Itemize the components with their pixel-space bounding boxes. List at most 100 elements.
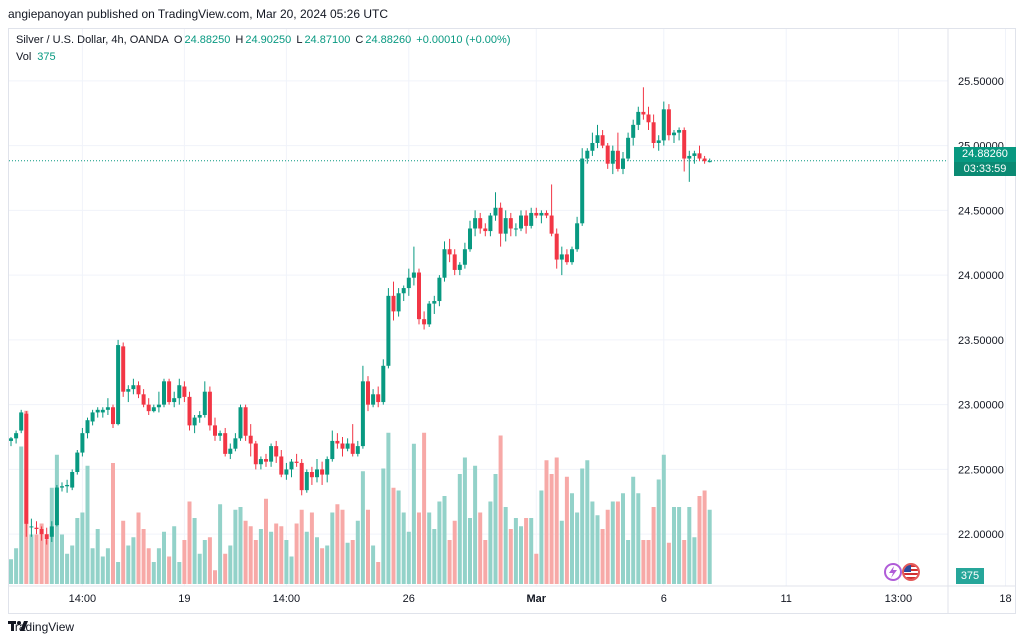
candle-body (264, 459, 268, 462)
volume-bar (524, 518, 529, 584)
candle-body (554, 233, 559, 260)
volume-tag: 375 (956, 568, 984, 584)
volume-bar (14, 548, 19, 584)
candle-body (656, 140, 661, 143)
countdown-tag: 03:33:59 (954, 162, 1016, 176)
symbol-name[interactable]: Silver / U.S. Dollar, 4h, OANDA (16, 34, 169, 46)
candle-body (529, 212, 534, 226)
volume-bar (243, 520, 248, 584)
volume-bar (350, 540, 355, 584)
candle-body (585, 150, 590, 159)
candle-body (116, 345, 121, 425)
open-value: 24.88250 (184, 34, 231, 46)
candle-body (406, 277, 411, 289)
candle-body (350, 443, 355, 454)
candle-body (121, 346, 126, 392)
volume-bar (564, 476, 569, 584)
volume-bar (279, 526, 284, 584)
candle-body (105, 407, 110, 410)
candle-body (386, 295, 391, 366)
lightning-icon[interactable] (884, 563, 902, 581)
candle-body (707, 161, 712, 163)
candle-body (156, 404, 161, 408)
volume-bar (554, 457, 559, 584)
volume-bar (202, 540, 207, 584)
volume-bar (126, 545, 131, 584)
volume-bar (570, 493, 574, 584)
candle-body (452, 254, 457, 270)
volume-bar (529, 518, 534, 584)
candle-body (376, 394, 381, 403)
volume-bar (182, 540, 187, 584)
volume-bar (192, 518, 197, 584)
candle-body (9, 438, 13, 441)
candle-body (29, 526, 34, 528)
volume-bar (621, 493, 625, 584)
candle-body (65, 484, 70, 487)
y-tick-label: 25.50000 (958, 76, 1004, 88)
volume-bar (697, 496, 702, 584)
candle-body (182, 386, 187, 397)
volume-bar (248, 526, 253, 584)
volume-bar (131, 537, 136, 584)
candle-body (100, 409, 105, 413)
candle-body (559, 254, 564, 260)
volume-bar (105, 548, 110, 584)
volume-bar (519, 526, 523, 584)
candle-body (615, 150, 620, 169)
y-tick-label: 23.50000 (958, 335, 1004, 347)
publish-header: angiepanoyan published on TradingView.co… (0, 0, 1024, 28)
volume-bar (508, 529, 513, 584)
candle-body (320, 469, 325, 475)
volume-bar (411, 443, 416, 584)
volume-bar (162, 531, 166, 584)
open-label: O (173, 34, 183, 46)
candle-body (508, 218, 513, 229)
volume-bar (656, 479, 661, 584)
volume-bar (90, 548, 95, 584)
volume-bar (85, 465, 90, 584)
volume-bar (615, 501, 620, 584)
candle-body (345, 443, 350, 449)
volume-bar (167, 556, 172, 584)
candle-body (279, 456, 284, 475)
volume-bar (595, 515, 600, 584)
candle-body (172, 398, 177, 403)
volume-bar (473, 465, 478, 584)
candle-body (95, 409, 100, 413)
candle-body (513, 228, 518, 230)
volume-bar (575, 512, 580, 584)
volume-bar (513, 518, 518, 584)
candle-body (621, 158, 625, 169)
volume-bar (116, 562, 121, 584)
volume-bar (80, 512, 85, 584)
us-flag-icon[interactable] (902, 563, 920, 581)
candle-body (401, 288, 406, 294)
volume-bar (136, 512, 141, 584)
volume-bar (218, 504, 223, 584)
y-tick-label: 22.00000 (958, 529, 1004, 541)
candle-body (299, 462, 304, 491)
volume-label[interactable]: Vol (16, 51, 32, 63)
volume-bar (376, 562, 381, 584)
candle-body (366, 381, 370, 405)
x-tick-label: 13:00 (885, 593, 913, 605)
candle-body (233, 438, 238, 449)
volume-bar (233, 509, 238, 584)
volume-bar (498, 435, 503, 584)
volume-bar (315, 537, 319, 584)
candle-body (192, 417, 197, 426)
tradingview-footer[interactable]: TradingView (8, 620, 74, 634)
volume-bar (289, 556, 294, 584)
volume-bar (141, 529, 146, 584)
candle-body (14, 433, 19, 439)
candle-body (238, 407, 243, 439)
candle-body (218, 433, 223, 436)
volume-bar (269, 531, 274, 584)
volume-bar (651, 507, 656, 584)
volume-bar (590, 501, 595, 584)
candle-body (631, 124, 636, 138)
candle-body (304, 472, 309, 491)
chart-frame[interactable] (8, 28, 1016, 614)
